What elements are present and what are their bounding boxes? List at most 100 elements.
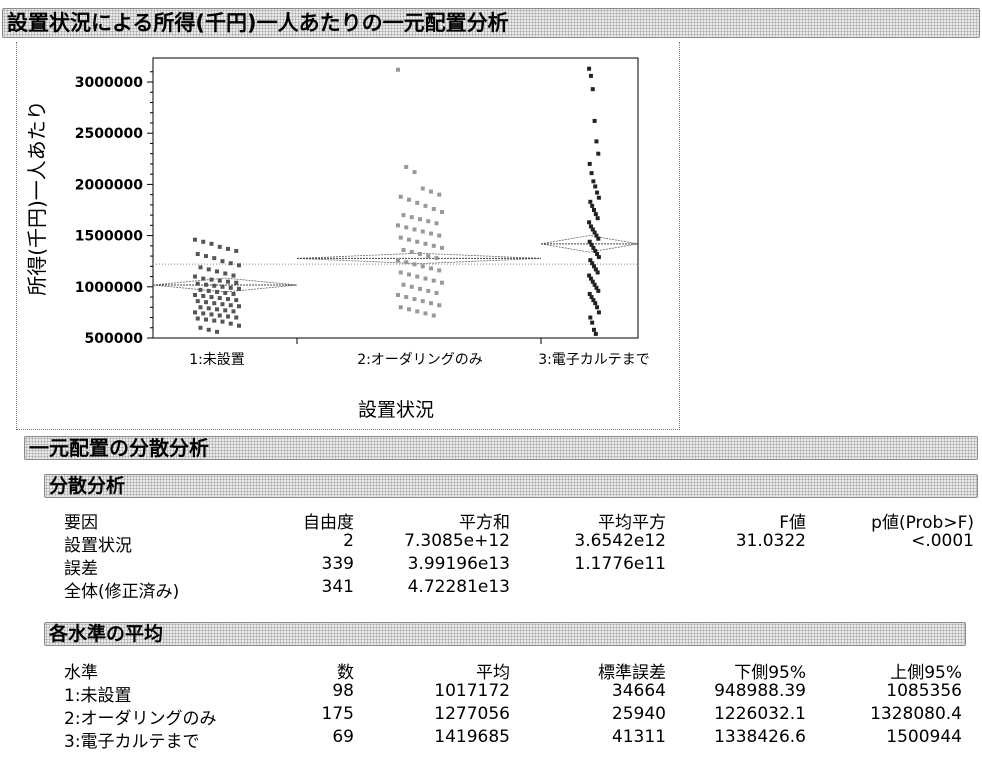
data-point: [412, 297, 417, 302]
means-table-header[interactable]: 各水準の平均: [44, 622, 966, 646]
x-tick-label: 1:未設置: [189, 352, 245, 368]
data-point: [226, 297, 230, 302]
data-point: [201, 276, 206, 281]
data-point: [595, 216, 600, 221]
data-point: [204, 282, 208, 287]
data-point: [198, 325, 203, 330]
data-point: [228, 285, 233, 290]
data-point: [431, 313, 436, 318]
data-point: [198, 287, 203, 292]
data-point: [589, 242, 594, 247]
data-point: [596, 255, 601, 260]
data-point: [420, 186, 425, 191]
data-point: [209, 295, 214, 300]
data-point: [226, 246, 230, 251]
data-point: [215, 307, 219, 312]
anova-table-header[interactable]: 分散分析: [44, 474, 978, 498]
data-point: [420, 229, 425, 234]
table-cell: 948988.39: [714, 681, 806, 701]
data-point: [431, 278, 436, 283]
data-point: [407, 272, 411, 277]
data-point: [426, 254, 431, 259]
data-point: [215, 329, 219, 334]
data-point: [587, 291, 592, 296]
table-header-row: 水準 数 平均 標準誤差 下側95% 上側95%: [0, 658, 982, 683]
data-point: [592, 327, 596, 332]
data-point: [420, 299, 425, 304]
data-point: [398, 235, 403, 240]
x-tick-label: 2:オーダリングのみ: [357, 352, 483, 368]
column-header: 数: [337, 663, 354, 683]
data-point: [592, 230, 597, 235]
data-point: [429, 189, 433, 194]
data-point: [590, 261, 595, 266]
column-header: 平均平方: [598, 513, 666, 533]
data-point: [404, 225, 409, 230]
data-point: [587, 273, 592, 278]
column-header: 上側95%: [890, 663, 962, 683]
data-point: [195, 281, 200, 286]
table-cell: 1085356: [886, 681, 962, 701]
data-point: [412, 227, 417, 232]
data-point: [596, 310, 601, 315]
data-point: [398, 194, 403, 199]
data-point: [591, 179, 596, 184]
table-cell: 1419685: [434, 727, 510, 747]
data-point: [217, 313, 222, 318]
y-tick-label: 3000000: [75, 75, 143, 91]
data-point: [409, 215, 414, 220]
data-point: [223, 290, 228, 295]
data-point: [437, 268, 442, 273]
table-cell: <.0001: [911, 531, 974, 551]
data-point: [415, 274, 420, 279]
table-row: 2:オーダリングのみ 175 1277056 25940 1226032.1 132808…: [0, 704, 982, 729]
data-point: [426, 219, 431, 224]
data-point: [590, 320, 595, 325]
data-point: [220, 284, 225, 289]
data-point: [440, 245, 444, 250]
x-axis-label: 設置状況: [358, 399, 434, 421]
y-tick-label: 500000: [85, 331, 144, 347]
data-point: [401, 282, 406, 287]
data-point: [204, 300, 208, 305]
data-point: [588, 199, 593, 204]
data-point: [434, 256, 439, 261]
data-point: [593, 212, 598, 217]
table-cell: 1338426.6: [714, 727, 806, 747]
data-point: [423, 241, 428, 246]
table-cell: 98: [332, 681, 354, 701]
data-point: [423, 311, 428, 316]
table-row: 3:電子カルテまで 69 1419685 41311 1338426.6 1500944: [0, 727, 982, 752]
data-point: [588, 258, 593, 263]
data-point: [223, 308, 228, 313]
data-point: [595, 270, 600, 275]
data-point: [201, 311, 206, 316]
anova-outline-header[interactable]: 一元配置の分散分析: [24, 436, 978, 460]
data-point: [206, 306, 211, 311]
data-point: [234, 298, 239, 303]
data-point: [418, 217, 422, 222]
data-point: [426, 288, 431, 293]
data-point: [418, 286, 422, 291]
data-point: [423, 203, 428, 208]
data-point: [412, 170, 417, 175]
data-point: [234, 315, 239, 320]
data-point: [209, 312, 214, 317]
table-header-row: 要因 自由度 平方和 平均平方 F値 p値(Prob>F): [0, 508, 982, 533]
data-point: [404, 164, 409, 169]
table-cell: 設置状況: [64, 536, 132, 556]
table-row: 設置状況 2 7.3085e+12 3.6542e12 31.0322 <.0001: [0, 531, 982, 556]
data-point: [226, 314, 230, 319]
data-point: [592, 264, 596, 269]
x-tick-label: 3:電子カルテまで: [538, 352, 650, 368]
data-point: [409, 284, 414, 289]
anova-table-title: 分散分析: [49, 475, 126, 497]
data-point: [193, 237, 197, 242]
data-point: [587, 66, 592, 71]
data-point: [429, 266, 433, 271]
report-title-bar[interactable]: 設置状況による所得(千円)一人あたりの一元配置分析: [2, 8, 980, 38]
data-point: [217, 296, 222, 301]
data-point: [595, 190, 600, 195]
data-point: [596, 195, 601, 200]
table-cell: 2:オーダリングのみ: [64, 709, 217, 729]
